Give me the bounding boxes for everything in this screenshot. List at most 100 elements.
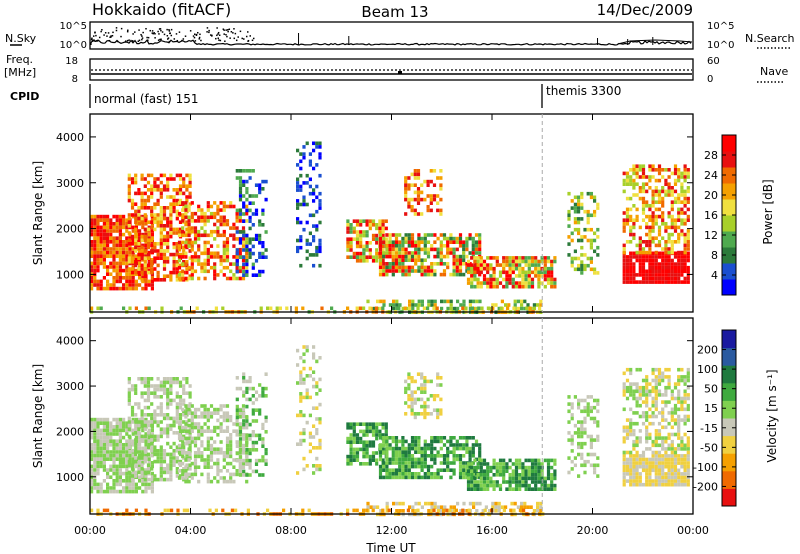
data-cell (185, 409, 189, 413)
data-cell (654, 200, 658, 204)
data-cell (109, 453, 113, 458)
data-cell (318, 242, 322, 246)
data-cell (153, 184, 157, 188)
data-cell (521, 266, 525, 271)
data-cell (109, 432, 113, 436)
data-cell (144, 475, 148, 479)
data-cell (473, 277, 477, 282)
nsearch-point (228, 28, 231, 31)
data-cell (182, 249, 186, 253)
data-cell (670, 258, 674, 263)
data-cell (404, 190, 408, 195)
data-cell (648, 214, 652, 219)
data-cell (524, 274, 528, 278)
data-cell (524, 259, 528, 264)
data-cell (181, 472, 185, 477)
data-cell (106, 417, 110, 422)
data-cell (629, 207, 633, 212)
data-cell (162, 234, 167, 239)
data-cell (172, 267, 176, 271)
data-cell (150, 438, 154, 442)
data-cell (261, 386, 265, 391)
data-cell (500, 299, 504, 304)
data-cell (436, 408, 440, 412)
data-cell (622, 269, 626, 274)
data-cell (222, 429, 226, 433)
data-cell (622, 276, 626, 281)
data-cell (489, 284, 493, 289)
data-cell (664, 269, 668, 274)
data-cell (187, 407, 191, 412)
data-cell (371, 458, 376, 462)
data-cell (632, 262, 636, 266)
data-cell (308, 213, 312, 218)
data-cell (90, 417, 94, 422)
data-cell (426, 269, 431, 273)
data-cell (664, 182, 668, 186)
data-cell (502, 259, 506, 264)
data-cell (150, 184, 154, 188)
data-cell (462, 299, 466, 304)
data-cell (115, 417, 119, 422)
data-cell (577, 256, 581, 261)
data-cell (468, 450, 472, 454)
data-cell (106, 279, 110, 284)
data-cell (140, 252, 144, 257)
data-cell (106, 222, 110, 226)
data-cell (181, 219, 185, 223)
nsearch-point (104, 32, 107, 34)
data-cell (159, 238, 163, 242)
data-cell (182, 213, 186, 217)
data-cell (203, 219, 207, 223)
data-cell (648, 164, 652, 168)
data-cell (426, 472, 431, 476)
data-cell (550, 259, 554, 264)
data-cell (426, 194, 430, 198)
data-cell (622, 182, 626, 186)
data-cell (162, 452, 167, 457)
data-cell (190, 276, 194, 281)
data-cell (175, 445, 179, 449)
data-cell (99, 279, 103, 284)
data-cell (245, 440, 249, 445)
data-cell (90, 479, 94, 483)
data-cell (127, 395, 131, 399)
data-cell (225, 461, 230, 466)
data-cell (683, 258, 687, 263)
data-cell (596, 420, 600, 424)
data-cell (635, 280, 639, 284)
data-cell (550, 487, 554, 491)
data-cell (664, 472, 668, 476)
data-cell (115, 443, 119, 447)
data-cell (127, 238, 131, 242)
data-cell (245, 208, 249, 213)
data-cell (115, 439, 119, 443)
data-cell (251, 469, 255, 474)
data-cell (439, 244, 443, 248)
data-cell (159, 431, 163, 435)
data-cell (177, 247, 182, 252)
data-cell (664, 193, 668, 197)
data-cell (122, 425, 126, 429)
data-cell (346, 436, 350, 441)
data-cell (500, 505, 504, 509)
data-cell (299, 263, 303, 268)
data-cell (410, 254, 415, 259)
data-cell (213, 215, 217, 220)
data-cell (417, 269, 421, 273)
data-cell (115, 222, 119, 226)
data-cell (479, 270, 483, 275)
data-cell (150, 173, 154, 178)
data-cell (359, 440, 363, 444)
data-cell (146, 188, 151, 192)
data-cell (137, 209, 141, 214)
data-cell (391, 258, 395, 262)
data-cell (169, 467, 173, 471)
data-cell (651, 204, 655, 208)
nsearch-point (225, 29, 227, 31)
nsearch-point (234, 32, 237, 35)
data-cell (90, 254, 94, 258)
data-cell (225, 443, 230, 448)
data-cell (423, 390, 427, 394)
data-cell (122, 261, 126, 266)
